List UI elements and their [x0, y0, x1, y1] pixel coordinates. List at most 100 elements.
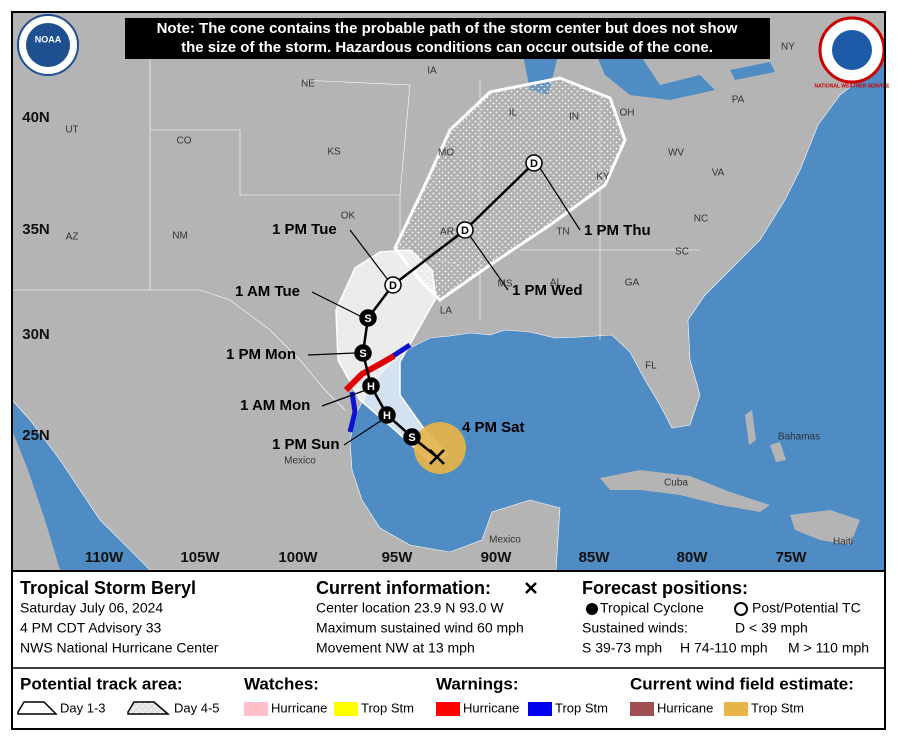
wind-category: D < 39 mph: [735, 620, 808, 636]
tc-icon: [586, 603, 598, 615]
storm-name: Tropical Storm Beryl: [20, 578, 196, 598]
forecast-time: 1 PM Tue: [272, 221, 337, 238]
legend-item: Trop Stm: [361, 700, 414, 715]
place-label: Cuba: [664, 478, 688, 489]
place-label: Mexico: [284, 456, 316, 467]
lon-label: 95W: [382, 549, 414, 566]
place-label: Haiti: [833, 537, 853, 548]
note: the size of the storm. Hazardous conditi…: [181, 39, 713, 56]
leader-line: [343, 419, 383, 446]
place-label: CO: [177, 136, 192, 147]
intensity-code: S: [408, 432, 415, 444]
lon-label: 105W: [180, 549, 220, 566]
place-label: LA: [440, 306, 453, 317]
ptc-icon: [734, 602, 748, 616]
current-info-title: Current information:: [316, 578, 491, 598]
current-info: Center location 23.9 N 93.0 W: [316, 600, 504, 616]
land: [12, 430, 60, 570]
place-label: VA: [712, 168, 725, 179]
place-label: NY: [781, 42, 795, 53]
forecast-time: 1 AM Mon: [240, 397, 310, 414]
hurricane-warning: [343, 353, 396, 393]
legend-swatch: [334, 702, 358, 716]
leader-line: [311, 291, 361, 317]
place-label: GA: [625, 278, 640, 289]
info-panel: Tropical Storm Beryl Saturday July 06, 20…: [17, 578, 869, 716]
place-label: TN: [556, 227, 569, 238]
place-label: AZ: [66, 232, 79, 243]
place-label: Mexico: [489, 535, 521, 546]
sustained-winds: Sustained winds:: [582, 620, 688, 636]
wind-field: [414, 422, 466, 474]
place-label: Bahamas: [778, 432, 820, 443]
lat-label: 30N: [22, 326, 50, 343]
leader-line: [469, 235, 509, 291]
map: IA NE UT CO KS MO IL IN OH PA NY WV VA KY OK AR TN NC AZ NM…: [12, 12, 885, 570]
place-label: OK: [341, 211, 356, 222]
cuba: [600, 470, 770, 512]
legend-swatch: [244, 702, 268, 716]
frame: [11, 11, 886, 730]
legend-swatch: [724, 702, 748, 716]
forecast-point: [456, 221, 474, 239]
place-label: IL: [509, 108, 518, 119]
lon-label: 85W: [579, 549, 611, 566]
legend-item: Trop Stm: [555, 700, 608, 715]
place-label: IN: [569, 112, 579, 123]
legend-item: Day 1-3: [60, 700, 106, 715]
storm-detail: NWS National Hurricane Center: [20, 640, 219, 656]
legend-swatch: [630, 702, 654, 716]
legend-item: Hurricane: [657, 700, 713, 715]
wind-category: H 74-110 mph: [680, 640, 768, 656]
intensity-code: D: [530, 158, 538, 170]
forecast-point: [525, 154, 543, 172]
place-label: SC: [675, 247, 689, 258]
forecast-point: [403, 428, 421, 446]
legend-title: Current wind field estimate:: [630, 674, 854, 693]
place-label: IA: [427, 66, 437, 77]
legend-item: Day 4-5: [174, 700, 220, 715]
forecast-time: 1 PM Thu: [584, 222, 651, 239]
place-label: WV: [668, 148, 684, 159]
lon-label: 110W: [85, 549, 124, 566]
nws-logo: NATIONAL WEATHER SERVICE: [815, 16, 891, 89]
place-label: MS: [498, 279, 513, 290]
forecast-time: 1 PM Mon: [226, 346, 296, 363]
intensity-code: D: [389, 280, 397, 292]
ts-warning: [347, 342, 412, 433]
forecast-time: 1 AM Tue: [235, 283, 300, 300]
storm-detail: 4 PM CDT Advisory 33: [20, 620, 162, 636]
legend-swatch: [436, 702, 460, 716]
leader-line: [321, 389, 367, 407]
place-label: NC: [694, 214, 708, 225]
place-label: MO: [438, 148, 454, 159]
forecast-time: 1 PM Sun: [272, 436, 340, 453]
logo-text: NATIONAL WEATHER SERVICE: [815, 83, 891, 89]
place-label: KY: [596, 172, 610, 183]
note-box: [125, 18, 770, 59]
intensity-code: H: [367, 381, 375, 393]
place-label: NM: [172, 231, 188, 242]
ptc-label: Post/Potential TC: [752, 600, 861, 616]
forecast-point: [359, 309, 377, 327]
current-x-icon: [525, 582, 537, 594]
note: Note: The cone contains the probable pat…: [157, 20, 738, 37]
legend-item: Hurricane: [271, 700, 327, 715]
day13-icon: [17, 701, 58, 715]
bahamas: [745, 410, 786, 462]
legend-title: Warnings:: [436, 674, 518, 693]
place-label: AL: [550, 278, 563, 289]
place-label: FL: [645, 361, 657, 372]
noaa-logo: NOAA: [17, 14, 79, 76]
forecast-point: [362, 377, 380, 395]
lon-label: 90W: [481, 549, 513, 566]
intensity-code: S: [364, 313, 371, 325]
wind-category: S 39-73 mph: [582, 640, 662, 656]
place-label: NE: [301, 79, 315, 90]
place-label: AR: [440, 227, 454, 238]
leader-line: [349, 229, 389, 281]
lon-label: 100W: [278, 549, 318, 566]
legend-item: Hurricane: [463, 700, 519, 715]
forecast-time: 1 PM Wed: [512, 282, 583, 299]
